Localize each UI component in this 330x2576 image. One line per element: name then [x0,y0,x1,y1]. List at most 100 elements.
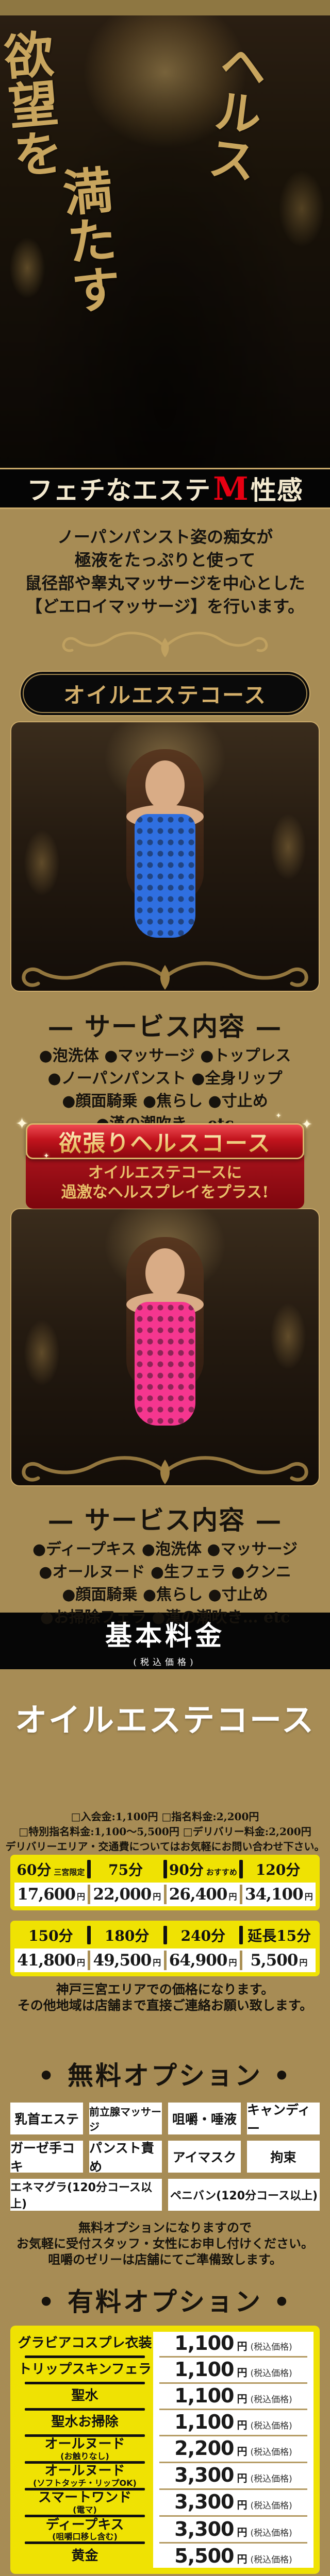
yen-label: 円 [237,2366,248,2379]
price-cell: 26,400 円 [167,1885,240,1904]
hero-vertical-text-3: ヘルス [197,37,271,185]
oil-course-button[interactable]: オイルエステコース [20,671,310,716]
row-divider [16,2381,314,2384]
intro-line: 極液をたっぷりと使って [74,550,256,570]
time-header-cell: 150分 [14,1925,87,1945]
yen-label: 円 [237,2445,248,2458]
gold-flourish-icon [62,632,268,657]
row-divider [16,2514,314,2518]
option-label: 聖水お掃除 [51,2414,119,2430]
oil-course-title: オイルエステコース [15,1701,315,1739]
paid-row-label: 聖水お掃除 [16,2411,153,2434]
sparkle-icon: ✦ [15,1115,29,1133]
price-cell: 64,900 円 [167,1951,240,1970]
service-line: ●泡洗体 ●マッサージ ●トップレス [39,1047,291,1065]
time-label: 75分 [108,1861,143,1878]
time-header-cell: 180分 [91,1925,163,1945]
service-section-health: — サービス内容 — ●ディープキス ●泡洗体 ●マッサージ ●オールヌード ●… [0,1486,330,1626]
yen-label: 円 [76,1892,85,1902]
service-heading: — サービス内容 — [47,1011,283,1042]
divider [87,1860,91,1878]
figure-dress-blue [135,814,195,938]
paid-row-price: 3,300 円 (税込価格) [153,2517,314,2541]
divider [163,1885,167,1904]
yen-label: 円 [237,2526,248,2538]
sparkle-icon: ✦ [275,1112,282,1120]
price-cell: 17,600 円 [14,1885,88,1904]
yen-label: 円 [304,1892,313,1902]
free-options-heading-oil: • 無料オプション • [0,2015,330,2092]
banner-text-pre: フェチなエステ [27,475,211,505]
fee-notes-oil: □入会金:1,100円 □指名料金:2,200円 □特別指名料金:1,100〜5… [0,1798,330,1855]
free-note-line: 無料オプションになりますので [78,2220,252,2235]
free-options-row: ガーゼ手コキ パンスト責め アイマスク 拘束 [10,2141,320,2174]
price-value: 49,500 [93,1951,152,1970]
sconce-glow-icon [270,814,306,881]
paid-options-note-oil: 女性によっては対応できない場合がございます。 [0,2574,330,2576]
price-value: 1,100 [174,2411,234,2433]
basic-fee-title: 基本料金 [105,1620,225,1652]
paid-row: スマートワンド (電マ) 3,300 円 (税込価格) [16,2490,314,2515]
sconce-glow-icon [24,1319,60,1387]
photo-section-pink [0,1208,330,1486]
free-options-grid-oil: 乳首エステ 前立腺マッサージ 咀嚼・唾液 キャンディー ガーゼ手コキ パンスト責… [0,2092,330,2213]
paid-row: オールヌード (お触りなし) 2,200 円 (税込価格) [16,2437,314,2461]
price-value: 2,200 [174,2437,234,2460]
time-header-cell: 240分 [167,1925,240,1945]
yen-label: 円 [299,1958,308,1968]
price-value: 26,400 [169,1885,228,1904]
health-banner-title-plate: 欲張りヘルスコース [26,1123,304,1159]
sparkle-icon: ✦ [43,1152,50,1160]
area-note-oil: 神戸三宮エリアでの価格になります。 その他地域は店舗まで直接ご連絡お願い致します… [0,1976,330,2015]
tax-label: (税込価格) [250,2501,292,2512]
basic-fee-subtitle: (税込価格) [133,1657,197,1668]
free-note-line: 咀嚼のゼリーは店舗にてご準備致します。 [48,2252,282,2267]
paid-row: オールヌード (ソフトタッチ・リップOK) 3,300 円 (税込価格) [16,2464,314,2488]
paid-row-label: オールヌード (お触りなし) [16,2437,153,2461]
intro-line: 【どエロイマッサージ】を行います。 [25,597,305,616]
paid-row-price: 1,100 円 (税込価格) [153,2332,314,2355]
hero-vertical-text-2: 満たす [52,163,124,317]
paid-row: 聖水 1,100 円 (税込価格) [16,2384,314,2408]
paid-row-label: スマートワンド (電マ) [16,2490,153,2514]
price-value: 5,500 [250,1951,298,1970]
m-seikan-banner: フェチなエステ M 性感 [0,468,330,509]
oil-price-table-1: 60分 三宮限定 75分 90分 おすすめ 120分 17,600 円 22,000 円… [10,1855,320,1910]
divider [239,1926,243,1944]
paid-row-price: 5,500 円 (税込価格) [153,2544,314,2568]
photo-section-blue [0,721,330,992]
row-divider [16,2461,314,2464]
model-figure [108,749,222,964]
health-banner-title: 欲張りヘルスコース [59,1125,271,1158]
heading-text: • 有料オプション • [38,2286,292,2317]
yen-label: 円 [237,2552,248,2565]
divider [239,1860,243,1878]
area-note-line: その他地域は店舗まで直接ご連絡お願い致します。 [17,1998,313,2013]
banner-text-post: 性感 [250,475,303,505]
sparkle-icon: ✦ [301,1117,312,1132]
service-line: ●オールヌード ●生フェラ ●クンニ [39,1563,291,1581]
gold-swirl-ornament-icon [22,961,308,990]
time-header-cell: 延長15分 [243,1925,316,1945]
tax-label: (税込価格) [250,2474,292,2485]
row-divider [16,2541,314,2545]
yen-label: 円 [237,2340,248,2352]
time-header-cell: 120分 [243,1859,316,1879]
price-value: 1,100 [174,2384,234,2407]
hero-photo: 欲望を 満たす ヘルス [0,15,330,468]
option-sublabel: (電マ) [73,2504,97,2515]
option-label: オールヌード [44,2436,125,2452]
paid-row: ディープキス (咀嚼口移し含む) 3,300 円 (税込価格) [16,2517,314,2541]
divider [163,1926,167,1944]
fee-note-line: □特別指名料金:1,100〜5,500円 □デリバリー料金:2,200円 [19,1825,311,1838]
heading-text: • 無料オプション • [38,2060,292,2091]
time-label: 240分 [180,1927,226,1944]
tax-label: (税込価格) [250,2368,292,2379]
free-option-box: パンスト責め [89,2141,162,2174]
divider [163,1860,167,1878]
price-cell: 22,000 円 [90,1885,163,1904]
price-value: 41,800 [17,1951,76,1970]
free-note-line: お気軽に受付スタッフ・女性にお申し付けください。 [16,2236,314,2251]
paid-row: グラビアコスプレ衣装 1,100 円 (税込価格) [16,2332,314,2355]
paid-row: 聖水お掃除 1,100 円 (税込価格) [16,2411,314,2434]
